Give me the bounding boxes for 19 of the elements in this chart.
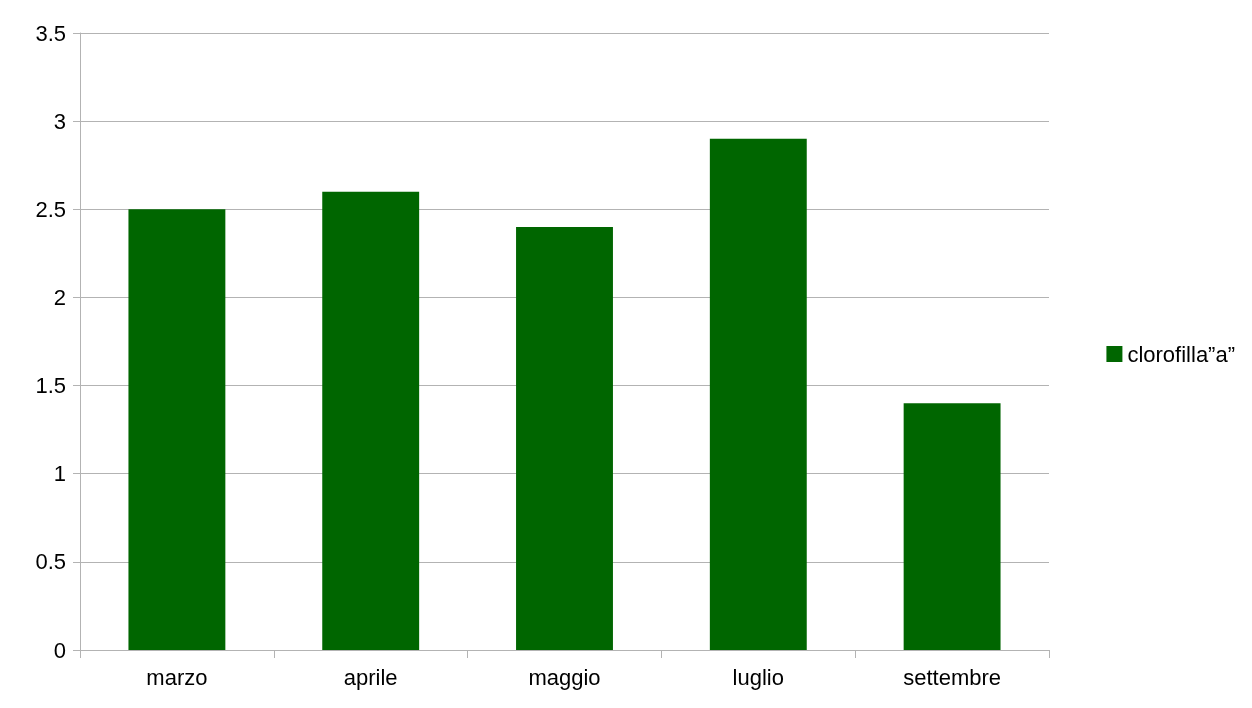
- x-tick-label: aprile: [343, 664, 398, 690]
- x-tick-label: luglio: [732, 664, 784, 690]
- bar: [709, 138, 807, 650]
- y-tick-label: 3: [53, 108, 66, 134]
- bar: [322, 191, 420, 650]
- bar: [903, 403, 1001, 650]
- bar: [128, 209, 226, 650]
- y-tick-label: 3.5: [35, 20, 66, 46]
- x-tick-label: settembre: [903, 664, 1002, 690]
- y-tick-label: 2: [53, 284, 66, 310]
- x-tick-label: maggio: [528, 664, 601, 690]
- y-tick-label: 1: [53, 461, 66, 487]
- x-tick-label: marzo: [146, 664, 208, 690]
- y-tick-label: 0: [53, 637, 66, 663]
- y-tick-label: 0.5: [35, 549, 66, 575]
- y-tick-label: 2.5: [35, 196, 66, 222]
- legend-label: clorofilla”a”: [1127, 341, 1236, 367]
- y-tick-label: 1.5: [35, 373, 66, 399]
- bar: [516, 226, 613, 650]
